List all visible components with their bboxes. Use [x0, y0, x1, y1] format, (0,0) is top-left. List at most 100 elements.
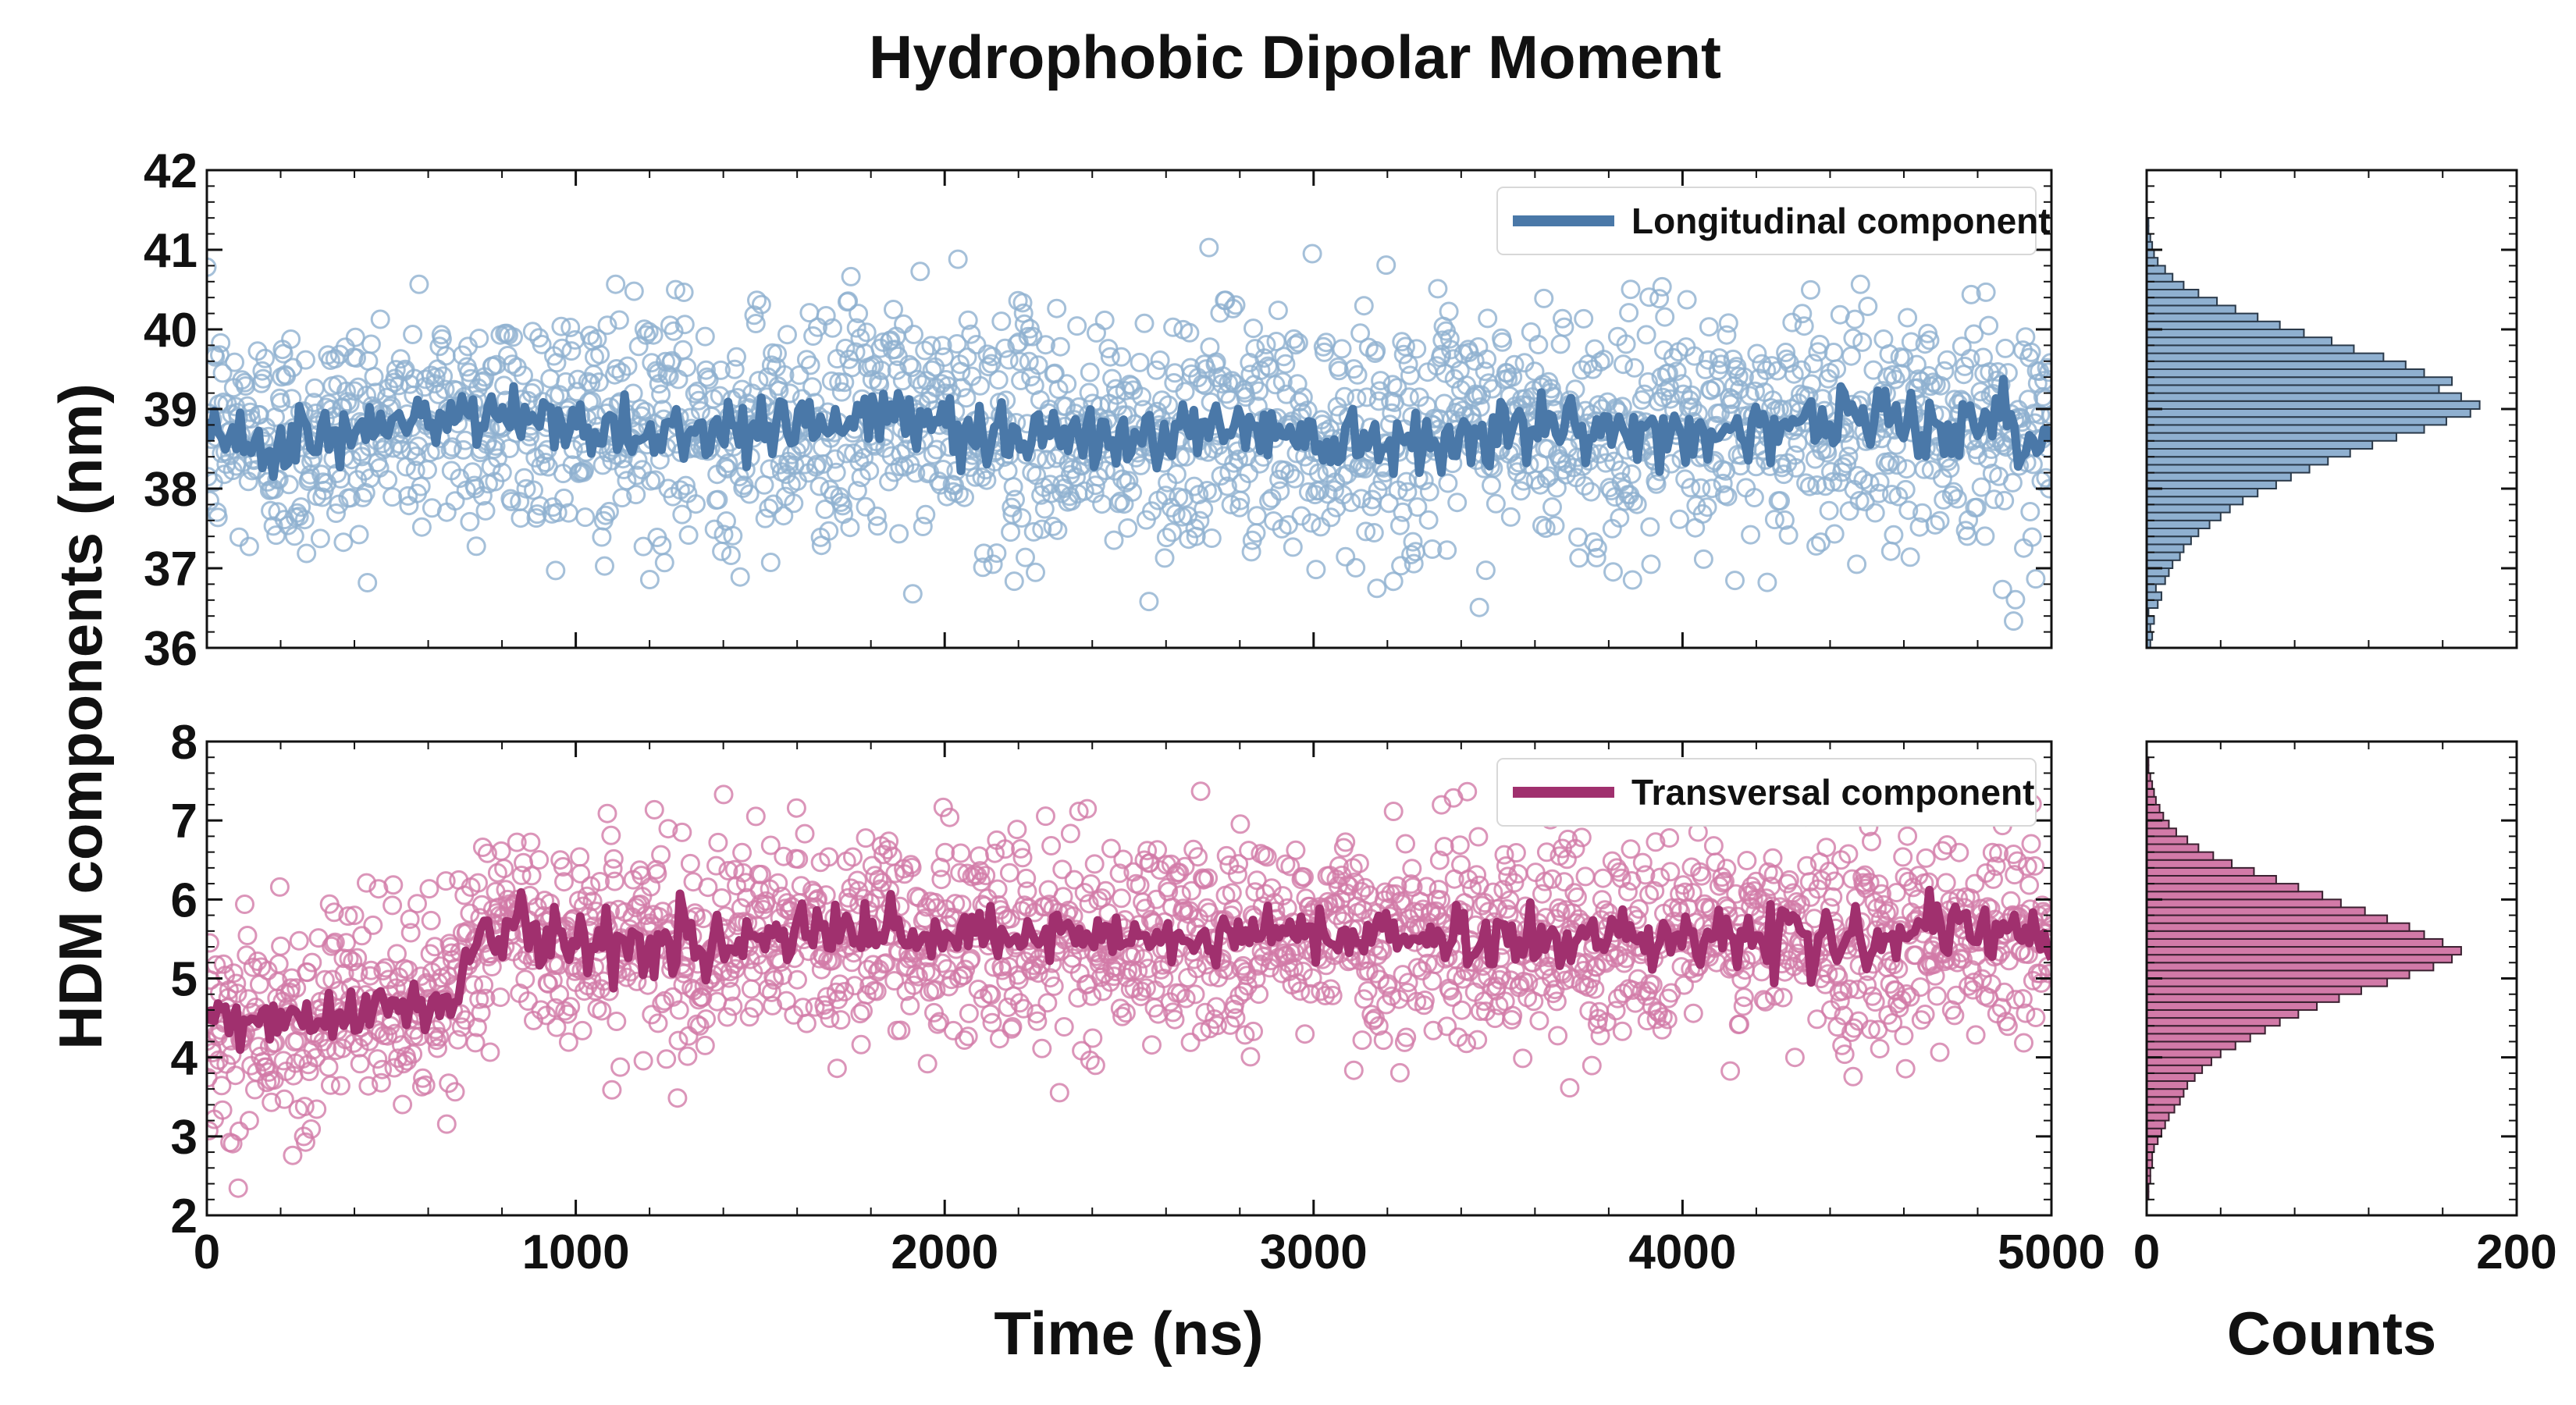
data-point: [601, 825, 621, 845]
data-point: [1069, 802, 1089, 821]
data-point: [1180, 1032, 1201, 1052]
data-point: [467, 1017, 487, 1037]
histogram-bar: [2146, 297, 2218, 307]
data-point: [2036, 468, 2051, 488]
y-tick-label: 8: [171, 716, 197, 770]
data-point: [1612, 1021, 1632, 1041]
data-point: [774, 365, 795, 385]
data-point: [1247, 506, 1267, 526]
data-point: [1528, 335, 1549, 354]
data-point: [1155, 486, 1176, 506]
data-point: [774, 506, 794, 526]
x-tick-label: 200: [2476, 1225, 2556, 1279]
histogram-bar: [2146, 591, 2162, 601]
longitudinal-points: [207, 203, 2051, 631]
data-point: [1587, 538, 1607, 558]
data-point: [1857, 975, 1877, 995]
histogram-bar: [2146, 1088, 2185, 1098]
data-point: [1332, 339, 1352, 359]
data-point: [1737, 851, 1757, 870]
data-point: [345, 327, 365, 347]
data-point: [1011, 371, 1031, 390]
data-point: [1909, 517, 1930, 537]
shared-y-axis-label: HDM components (nm): [46, 383, 115, 1050]
data-point: [856, 496, 876, 517]
data-point: [2005, 589, 2026, 610]
data-point: [1717, 325, 1737, 345]
data-point: [1393, 344, 1414, 365]
data-point: [1845, 309, 1865, 329]
data-point: [980, 1004, 1001, 1024]
data-point: [1786, 457, 1806, 478]
data-point: [1406, 542, 1425, 562]
data-point: [1152, 390, 1172, 411]
y-tick-label: 4: [171, 1032, 198, 1086]
data-point: [1703, 836, 1724, 856]
data-point: [1286, 335, 1306, 355]
histogram-bar: [2146, 874, 2277, 885]
transversal-points: [207, 781, 2051, 1198]
data-point: [1946, 985, 1966, 1005]
data-point: [1274, 347, 1293, 367]
data-point: [651, 845, 671, 865]
data-point: [349, 525, 369, 545]
data-point: [1044, 976, 1064, 996]
data-point: [1082, 986, 1102, 1006]
histogram-bar: [2146, 1025, 2266, 1035]
data-point: [1418, 510, 1439, 530]
data-point: [1212, 374, 1232, 394]
data-point: [817, 987, 837, 1007]
data-point: [1222, 883, 1242, 903]
data-point: [1009, 351, 1030, 372]
data-point: [1422, 539, 1443, 559]
data-point: [1155, 548, 1175, 568]
data-point: [482, 957, 502, 976]
data-point: [558, 1032, 578, 1052]
data-point: [1007, 820, 1027, 840]
data-point: [582, 391, 602, 411]
data-point: [540, 368, 560, 389]
data-point: [1652, 276, 1672, 297]
data-point: [1468, 827, 1489, 847]
data-point: [1627, 494, 1647, 514]
data-point: [902, 584, 923, 604]
data-point: [809, 476, 830, 496]
data-point: [1077, 799, 1098, 819]
data-point: [1649, 289, 1670, 309]
data-point: [279, 475, 299, 495]
data-point: [1715, 871, 1735, 891]
data-point: [695, 1035, 715, 1055]
data-point: [1434, 837, 1454, 857]
data-point: [873, 845, 893, 865]
data-point: [1026, 1004, 1047, 1024]
data-point: [284, 526, 304, 546]
data-point: [507, 832, 527, 852]
data-point: [1290, 981, 1311, 1001]
data-point: [592, 1001, 612, 1021]
data-point: [995, 839, 1015, 859]
data-point: [1646, 832, 1666, 852]
data-point: [1437, 540, 1457, 560]
data-point: [1286, 840, 1306, 860]
data-point: [1741, 525, 1761, 545]
data-point: [1865, 503, 1885, 523]
data-point: [748, 945, 768, 966]
data-point: [553, 857, 573, 877]
data-point: [371, 1072, 391, 1093]
data-point: [1870, 1039, 1890, 1058]
data-point: [723, 525, 743, 546]
data-point: [948, 249, 968, 269]
data-point: [1992, 579, 2012, 599]
data-point: [1895, 1058, 1916, 1079]
data-point: [605, 871, 624, 891]
data-point: [1477, 349, 1497, 369]
data-point: [471, 1002, 491, 1023]
data-point: [1418, 953, 1438, 973]
data-point: [1429, 850, 1450, 870]
data-point: [1642, 996, 1662, 1016]
data-point: [466, 536, 486, 557]
data-point: [592, 527, 612, 547]
data-point: [1236, 966, 1257, 986]
data-point: [761, 982, 781, 1002]
data-point: [554, 872, 574, 892]
